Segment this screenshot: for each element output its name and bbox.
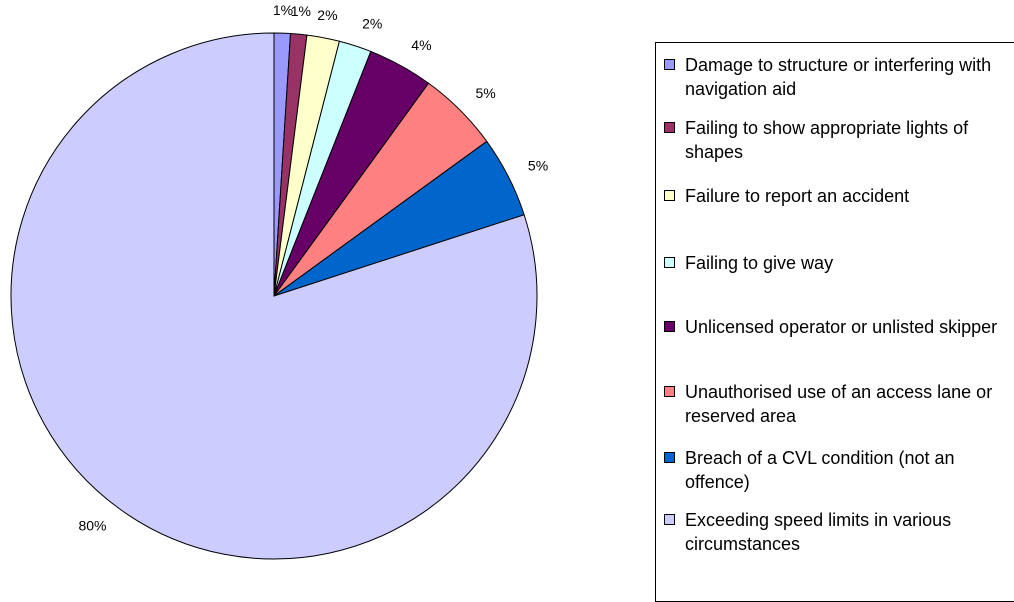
legend-item: Unauthorised use of an access lane or re… — [664, 380, 1009, 428]
legend-label: Failure to report an accident — [685, 186, 910, 206]
data-label: 80% — [78, 517, 106, 533]
page: 1% 1% 2% 2% 4% 5% 5% 80% Damage to structure or… — [10, 1, 1014, 602]
legend-item: Failure to report an accident — [664, 184, 1009, 208]
pie-slice — [10, 32, 538, 560]
legend-label: Unlicensed operator or unlisted skipper — [685, 317, 998, 337]
legend-swatch — [664, 321, 675, 332]
data-label: 4% — [411, 37, 431, 53]
legend-label: Unauthorised use of an access lane or re… — [685, 382, 993, 426]
legend-swatch — [664, 257, 675, 268]
data-label: 2% — [362, 16, 382, 32]
legend-label: Failing to show appropriate lights of sh… — [685, 118, 969, 162]
chart: 1%1% 2% 2% 4% 5% 5% 80% — [10, 2, 548, 560]
legend-label: Breach of a CVL condition (not an offenc… — [685, 448, 955, 492]
data-label: 1% — [291, 3, 311, 19]
legend-item: Exceeding speed limits in various circum… — [664, 508, 1009, 556]
legend-item: Unlicensed operator or unlisted skipper — [664, 315, 1009, 339]
legend-item: Damage to structure or interfering with … — [664, 53, 1009, 101]
legend-label: Failing to give way — [685, 253, 834, 273]
legend-swatch — [664, 452, 675, 463]
data-label: 1% — [273, 2, 293, 18]
legend-swatch — [664, 190, 675, 201]
legend: Damage to structure or interfering with … — [655, 42, 1014, 602]
legend-label: Damage to structure or interfering with … — [685, 55, 992, 99]
data-label: 2% — [317, 7, 337, 23]
legend-item: Failing to give way — [664, 251, 1009, 275]
legend-swatch — [664, 386, 675, 397]
data-label: 5% — [528, 157, 548, 173]
legend-swatch — [664, 122, 675, 133]
legend-label: Exceeding speed limits in various circum… — [685, 510, 952, 554]
data-label: 5% — [476, 85, 496, 101]
legend-swatch — [664, 514, 675, 525]
legend-item: Failing to show appropriate lights of sh… — [664, 116, 1009, 164]
legend-swatch — [664, 59, 675, 70]
legend-item: Breach of a CVL condition (not an offenc… — [664, 446, 1009, 494]
